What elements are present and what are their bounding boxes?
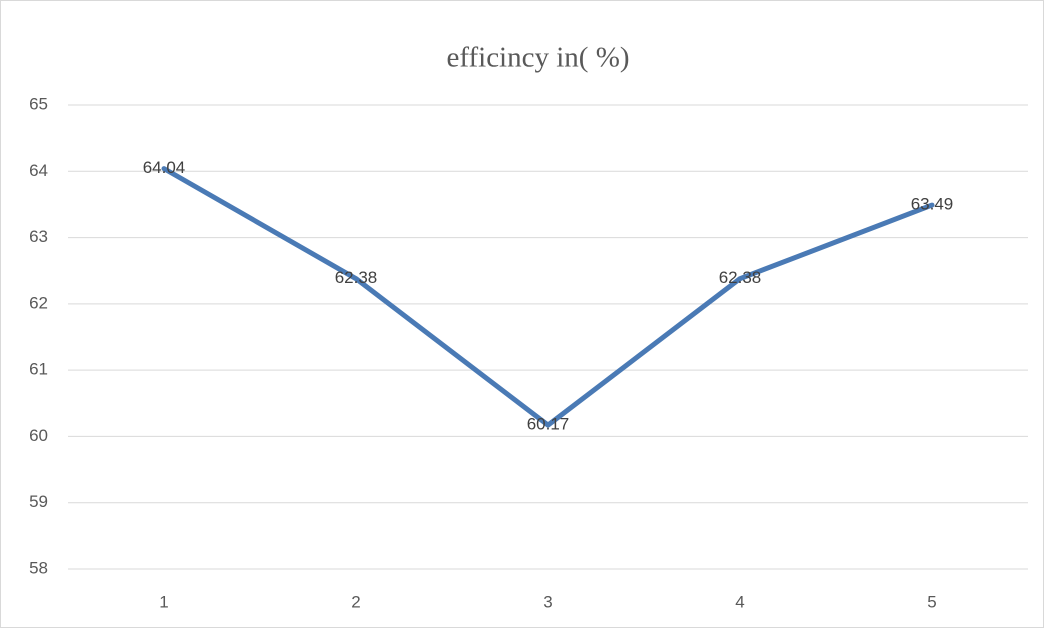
data-label: 64.04 [143, 158, 186, 177]
y-tick-label: 58 [29, 558, 48, 577]
x-tick-label: 4 [735, 592, 744, 611]
y-tick-label: 59 [29, 492, 48, 511]
y-tick-label: 65 [29, 94, 48, 113]
data-label: 62.38 [719, 268, 762, 287]
data-label: 60.17 [527, 415, 570, 434]
data-line [161, 166, 935, 428]
y-tick-label: 64 [29, 161, 48, 180]
x-tick-label: 5 [927, 592, 936, 611]
x-tick-label: 3 [543, 592, 552, 611]
y-tick-label: 61 [29, 360, 48, 379]
x-tick-label: 1 [159, 592, 168, 611]
y-tick-label: 60 [29, 426, 48, 445]
y-tick-label: 62 [29, 293, 48, 312]
chart-title: efficincy in( %) [446, 42, 629, 74]
data-label: 62.38 [335, 268, 378, 287]
x-tick-label: 2 [351, 592, 360, 611]
data-label: 63.49 [911, 195, 954, 214]
y-tick-label: 63 [29, 227, 48, 246]
